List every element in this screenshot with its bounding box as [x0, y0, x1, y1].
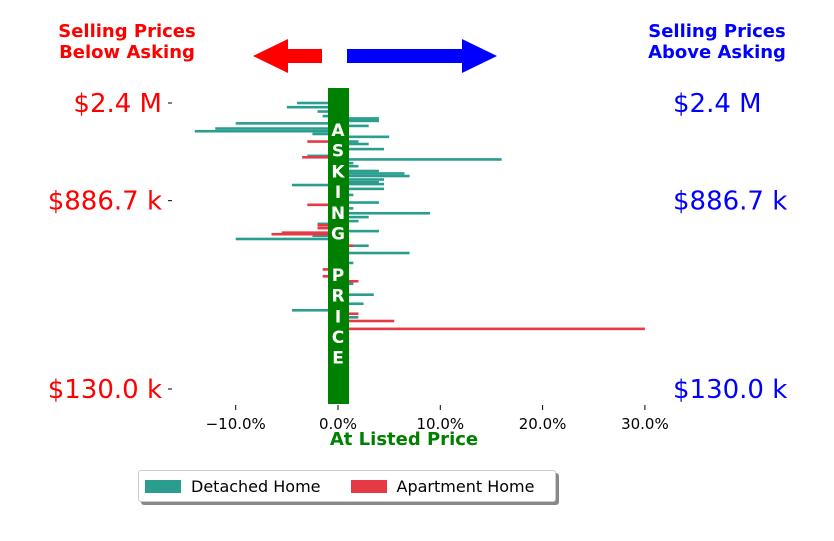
asking-price-letter: N — [331, 204, 345, 224]
bar-apartment-5 — [281, 231, 338, 234]
bar-apartment-12 — [338, 319, 395, 323]
bar-detached-43 — [291, 308, 338, 312]
bar-detached-33 — [317, 222, 338, 226]
x-axis: −10.0% 0.0% 10.0% 20.0% 30.0% — [206, 405, 669, 433]
bar-detached-1 — [286, 105, 338, 109]
bar-detached-36 — [235, 237, 338, 241]
bar-detached-10 — [312, 132, 338, 136]
bar-detached-23 — [338, 180, 379, 184]
bar-apartment-2 — [307, 203, 338, 207]
bar-apartment-6 — [271, 232, 338, 236]
legend-label-detached: Detached Home — [191, 476, 321, 496]
bar-detached-8 — [215, 127, 338, 130]
bar-detached-25 — [291, 183, 338, 187]
bar-apartment-13 — [338, 327, 645, 331]
bar-detached-30 — [338, 211, 431, 215]
legend-swatch-apartment — [350, 479, 387, 493]
bar-detached-9 — [194, 129, 338, 133]
bar-detached-26 — [338, 187, 385, 191]
asking-price-letter: A — [331, 121, 345, 141]
x-tick-label: 10.0% — [416, 415, 464, 433]
above-asking-line1: Selling Prices — [648, 21, 786, 42]
bar-detached-31 — [338, 215, 369, 219]
bar-detached-2 — [317, 110, 338, 113]
asking-price-letter: R — [331, 287, 344, 307]
x-tick-label: 30.0% — [621, 415, 669, 433]
bar-detached-4 — [338, 117, 379, 120]
bar-detached-21 — [338, 174, 410, 178]
bar-detached-16 — [338, 158, 502, 161]
above-asking-header: Selling Prices Above Asking — [630, 21, 804, 63]
y-tick-label-left: $2.4 M — [73, 89, 162, 119]
y-axis-right: $2.4 M $886.7 k $130.0 k — [673, 89, 787, 405]
bar-detached-0 — [297, 101, 338, 105]
below-asking-header: Selling Prices Below Asking — [40, 21, 214, 63]
y-tick-label-right: $130.0 k — [673, 375, 787, 405]
bar-apartment-0 — [307, 140, 338, 143]
bar-detached-5 — [338, 119, 379, 123]
y-tick-label-right: $2.4 M — [673, 89, 762, 119]
legend-item-detached: Detached Home — [145, 477, 321, 496]
bar-detached-15 — [307, 154, 338, 158]
asking-price-letter: I — [335, 183, 341, 203]
bars-group — [194, 101, 645, 331]
below-asking-line1: Selling Prices — [58, 21, 196, 42]
bar-apartment-3 — [317, 223, 338, 227]
asking-price-letter: P — [332, 266, 344, 286]
bar-detached-35 — [312, 234, 338, 238]
asking-price-letter: I — [335, 307, 341, 327]
asking-price-letter: K — [331, 162, 345, 182]
bar-detached-7 — [338, 124, 369, 128]
x-tick-label: 20.0% — [519, 415, 567, 433]
bar-detached-19 — [338, 169, 379, 173]
legend: Detached Home Apartment Home — [138, 470, 556, 502]
bar-detached-22 — [338, 178, 385, 181]
asking-price-letter: E — [332, 349, 344, 369]
bar-detached-13 — [338, 142, 369, 146]
bar-detached-14 — [338, 147, 385, 151]
above-asking-line2: Above Asking — [648, 42, 786, 63]
bar-detached-38 — [338, 251, 410, 255]
x-tick-label: −10.0% — [206, 415, 266, 433]
bar-detached-24 — [338, 182, 385, 186]
bar-detached-34 — [338, 229, 379, 233]
asking-price-letter: S — [332, 142, 344, 162]
bar-apartment-1 — [302, 155, 338, 159]
legend-label-apartment: Apartment Home — [396, 476, 535, 496]
legend-item-apartment: Apartment Home — [350, 476, 535, 496]
bar-detached-11 — [338, 135, 390, 139]
bar-detached-42 — [338, 302, 364, 306]
y-tick-label-right: $886.7 k — [673, 187, 787, 217]
asking-price-letter: G — [331, 225, 345, 245]
bar-detached-6 — [235, 122, 338, 125]
bar-detached-28 — [338, 201, 379, 204]
asking-price-band — [328, 88, 349, 404]
y-tick-label-left: $886.7 k — [48, 187, 162, 217]
legend-swatch-detached — [145, 479, 181, 493]
below-asking-line2: Below Asking — [59, 42, 195, 63]
bar-detached-20 — [338, 172, 405, 175]
left-arrow-icon — [253, 39, 322, 73]
y-tick-label-left: $130.0 k — [48, 375, 162, 405]
asking-price-letter: C — [332, 328, 344, 348]
y-axis-left: $2.4 M $886.7 k $130.0 k — [48, 89, 172, 405]
x-axis-label: At Listed Price — [330, 429, 478, 450]
x-tick-label: 0.0% — [319, 415, 357, 433]
right-arrow-icon — [347, 39, 497, 73]
bar-detached-41 — [338, 293, 374, 296]
bar-apartment-4 — [317, 226, 338, 230]
